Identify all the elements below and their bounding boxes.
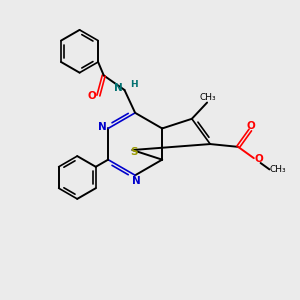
Text: CH₃: CH₃ [269, 165, 286, 174]
Text: CH₃: CH₃ [200, 93, 217, 102]
Text: N: N [114, 83, 123, 94]
Text: O: O [255, 154, 263, 164]
Text: N: N [132, 176, 141, 186]
Text: O: O [88, 91, 96, 100]
Text: S: S [130, 146, 138, 157]
Text: N: N [98, 122, 107, 132]
Text: H: H [130, 80, 138, 89]
Text: O: O [247, 122, 255, 131]
